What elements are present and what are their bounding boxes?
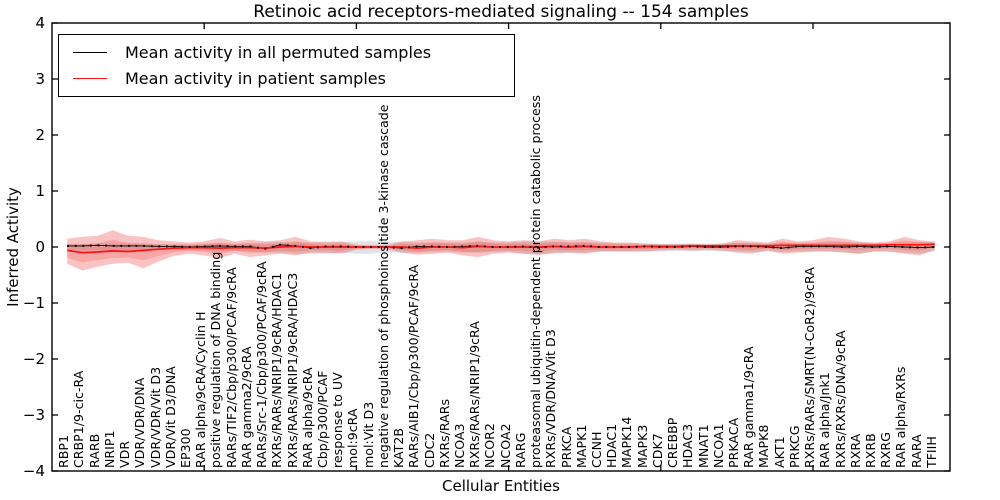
x-tick-label: CREBBP [665,417,680,468]
x-tick-label: NCOA1 [710,423,726,468]
x-tick-label: NCOA2 [497,423,513,468]
x-tick-label: KAT2B [391,427,407,468]
x-tick-label: RAR gamma1/9cRA [741,346,757,468]
x-tick-label: Cbp/p300/PCAF [315,370,330,468]
y-tick-label: −4 [22,462,45,480]
legend-label: Mean activity in all permuted samples [125,42,432,62]
y-tick-label: −2 [22,350,45,368]
x-tick-label: RXRs/RXRs/DNA/9cRA [832,330,848,468]
x-tick-label: RAR gamma2/9cRA [238,346,254,468]
x-tick-label: VDR/VDR/DNA [132,377,148,468]
x-tick-label: RXRG [878,432,894,468]
permuted-line-sample [73,51,107,53]
x-tick-label: VDR/Vit D3/DNA [162,366,178,468]
x-tick-label: PRKACA [725,417,741,468]
x-tick-label: HDAC3 [680,423,696,468]
x-tick-label: mol:9cRA [345,408,361,468]
x-tick-label: RXRs/RARs/NRIP1/9cRA [467,321,483,468]
x-tick-label: RAR alpha/Jnk1 [817,372,833,468]
x-tick-label: RAR alpha/9cRA [299,367,315,468]
x-tick-label: CCNH [588,431,604,468]
x-tick-label: PRKCA [558,426,574,468]
x-tick-label: CDC2 [421,432,437,468]
x-axis-title: Cellular Entities [442,477,560,495]
x-tick-label: response to UV [330,372,346,468]
x-tick-label: RXRs/RARs [436,398,452,468]
x-tick-label: NCOA3 [451,423,467,468]
legend-label: Mean activity in patient samples [125,69,386,89]
x-tick-label: NRIP1 [101,430,117,469]
legend-entry-patient: Mean activity in patient samples [59,66,514,92]
x-tick-label: MAPK3 [634,424,650,468]
x-tick-label: RARB [86,433,102,468]
x-tick-label: RARs/AIB1/Cbp/p300/PCAF/9cRA [406,264,422,468]
x-tick-label: VDR [117,440,133,468]
x-tick-label: positive regulation of DNA binding [208,251,224,468]
x-tick-label: mol:Vit D3 [360,401,376,468]
y-tick-label: −3 [22,406,45,424]
x-tick-label: MNAT1 [695,424,711,468]
x-tick-label: RXRs/RARs/NRIP1/9cRA/HDAC3 [284,272,300,468]
chart-title: Retinoic acid receptors-mediated signali… [253,2,749,22]
x-tick-label: RXRA [847,433,863,468]
y-tick-label: 4 [35,14,45,32]
x-tick-label: CRBP1/9-cic-RA [71,370,87,468]
y-tick-label: 2 [35,126,45,144]
x-tick-label: MAPK1 [573,424,589,468]
x-tick-label: RARA [908,434,924,468]
legend-entry-permuted: Mean activity in all permuted samples [59,39,514,65]
patient-range-band-outer [67,230,935,271]
y-tick-label: −1 [22,294,45,312]
x-tick-label: TFIIH [923,436,939,468]
x-tick-label: RXRs/VDR/DNA/Vit D3 [543,329,559,468]
y-tick-label: 3 [35,70,45,88]
x-tick-label: RXRB [862,433,878,468]
x-tick-label: proteasomal ubiquitin-dependent protein … [528,95,544,468]
x-tick-label: RXRs/RARs/NRIP1/9cRA/HDAC1 [269,272,285,468]
y-tick-label: 0 [35,238,45,256]
x-tick-label: CDK7 [649,433,665,468]
x-tick-label: RARG [512,432,528,468]
y-tick-label: 1 [35,182,45,200]
x-tick-label: RXRs/RARs/SMRT(N-CoR2)/9cRA [802,267,817,468]
x-tick-label: MAPK14 [619,416,635,468]
x-tick-label: AKT1 [771,436,787,468]
permuted-mean-dots [67,243,935,250]
x-tick-label: RAR alpha/9cRA/Cyclin H [193,311,209,468]
x-tick-label: HDAC1 [604,423,620,468]
x-tick-label: RAR alpha/RXRs [893,366,909,468]
x-tick-label: EP300 [178,428,193,468]
x-tick-label: RBP1 [56,435,72,468]
x-tick-label: PRKCG [786,425,802,468]
x-tick-label: negative regulation of phosphoinositide … [375,104,391,469]
legend: Mean activity in all permuted samples Me… [58,34,515,97]
y-axis-title: Inferred Activity [4,187,22,307]
x-tick-label: VDR/VDR/Vit D3 [147,366,163,468]
x-tick-label: RARs/TIF2/Cbp/p300/PCAF/9cRA [223,267,239,468]
patient-mean-line [67,243,935,254]
x-tick-label: MAPK8 [756,424,772,468]
x-tick-label: NCOR2 [482,423,498,468]
patient-line-sample [73,78,107,80]
x-tick-label: RARs/Src-1/Cbp/p300/PCAF/9cRA [254,261,270,468]
